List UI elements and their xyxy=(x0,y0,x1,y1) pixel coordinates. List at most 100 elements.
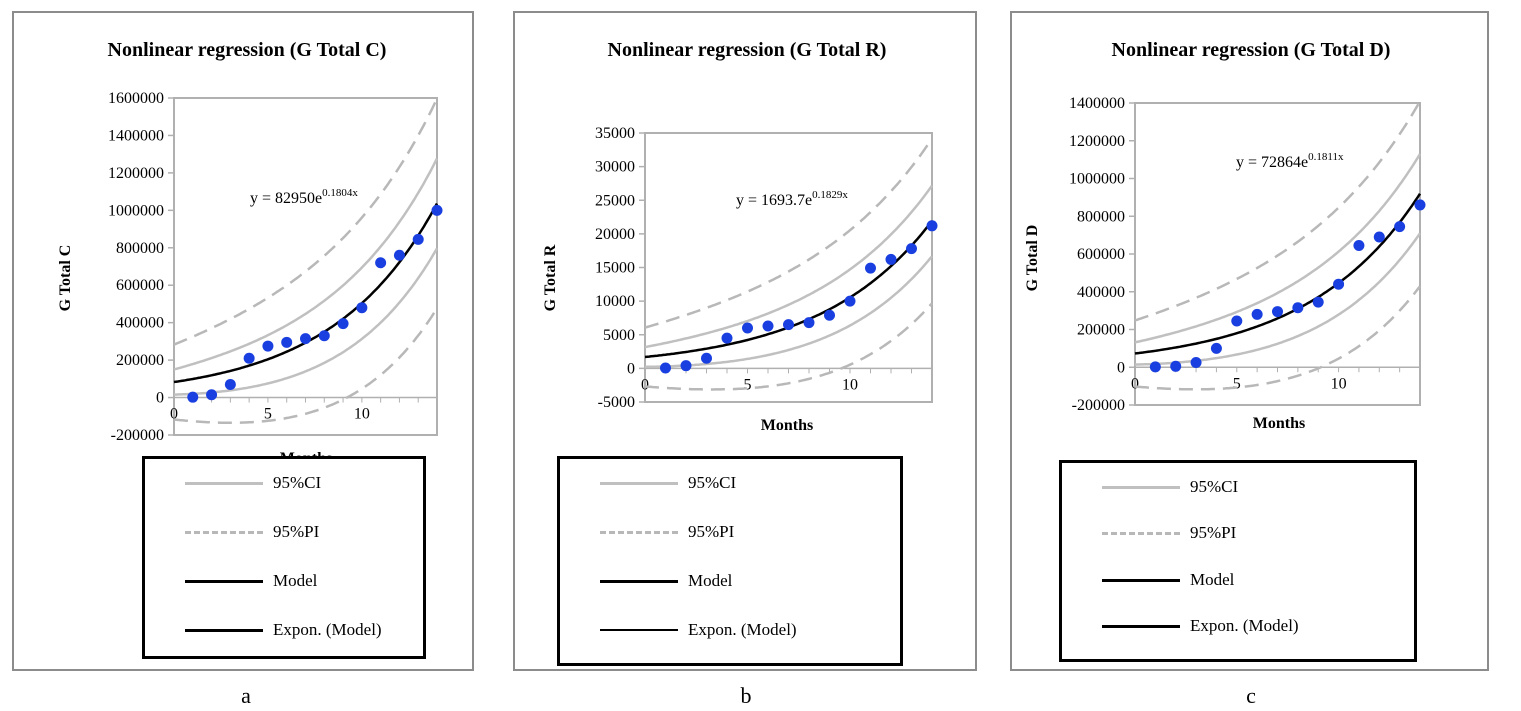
legend-item-ci: 95%CI xyxy=(145,471,423,495)
y-tick-label: 600000 xyxy=(1077,246,1125,263)
y-tick-label: 1200000 xyxy=(108,165,164,182)
chart-title: Nonlinear regression (G Total C) xyxy=(108,39,387,61)
x-axis-label: Months xyxy=(1253,415,1305,432)
data-point xyxy=(412,233,424,245)
data-point xyxy=(300,333,311,345)
data-point xyxy=(1292,302,1304,314)
y-tick-label: 0 xyxy=(1117,359,1125,376)
data-point xyxy=(1333,278,1345,290)
equation-base: y = 82950e xyxy=(250,190,322,207)
pi-upper-line xyxy=(173,98,439,346)
data-point xyxy=(262,340,274,352)
caption-b: b xyxy=(740,683,752,708)
y-tick-label: 1600000 xyxy=(108,90,164,107)
data-point xyxy=(742,322,753,334)
y-tick-label: 35000 xyxy=(595,125,635,142)
data-point xyxy=(906,243,917,255)
ci-upper-line xyxy=(1134,153,1422,344)
y-tick-label: 25000 xyxy=(595,192,635,209)
y-tick-label: 0 xyxy=(156,390,164,407)
data-point xyxy=(1414,199,1426,211)
legend-expon-label: Expon. (Model) xyxy=(1190,616,1299,635)
data-point xyxy=(337,318,349,330)
legend-item-ci: 95%CI xyxy=(560,471,900,495)
legend-ci-label: 95%CI xyxy=(273,473,322,492)
x-tick-label: 5 xyxy=(1233,375,1241,392)
y-tick-label: 200000 xyxy=(116,352,164,369)
legend-ci-line xyxy=(185,482,263,485)
y-tick-label: -5000 xyxy=(598,394,635,411)
data-point xyxy=(762,320,774,332)
legend-b: 95%CI 95%PI Model Expon. (Model) xyxy=(557,456,903,666)
x-tick-label: 5 xyxy=(744,376,752,393)
legend-item-expon: Expon. (Model) xyxy=(560,618,900,642)
data-point xyxy=(926,220,938,232)
legend-item-model: Model xyxy=(1062,568,1414,592)
legend-expon-line xyxy=(185,629,263,632)
equation-exponent: 0.1811x xyxy=(1308,151,1344,163)
y-tick-label: 200000 xyxy=(1077,322,1125,339)
equation-base: y = 1693.7e xyxy=(736,192,812,209)
data-point xyxy=(1353,240,1365,252)
y-tick-label: 10000 xyxy=(595,293,635,310)
legend-pi-label: 95%PI xyxy=(688,522,735,541)
legend-ci-line xyxy=(1102,486,1180,489)
legend-item-pi: 95%PI xyxy=(1062,521,1414,545)
equation-exponent: 0.1829x xyxy=(812,189,848,201)
legend-item-pi: 95%PI xyxy=(145,520,423,544)
ci-upper-line xyxy=(173,157,439,371)
legend-pi-line xyxy=(1102,532,1180,535)
y-axis-label: G Total C xyxy=(57,245,74,312)
legend-item-model: Model xyxy=(560,569,900,593)
data-point xyxy=(243,352,255,364)
data-point xyxy=(281,336,293,348)
ci-upper-line xyxy=(644,184,934,349)
legend-expon-line xyxy=(1102,625,1180,628)
y-tick-label: 400000 xyxy=(116,315,164,332)
x-axis-label: Months xyxy=(761,417,813,434)
y-tick-label: 1400000 xyxy=(108,127,164,144)
chart-title: Nonlinear regression (G Total R) xyxy=(608,39,887,61)
chart-panel-a: Nonlinear regression (G Total C) -200000 0… xyxy=(12,11,474,671)
y-axis-label: G Total R xyxy=(542,244,559,311)
chart-title: Nonlinear regression (G Total D) xyxy=(1112,39,1391,61)
legend-ci-line xyxy=(600,482,678,485)
plot-area xyxy=(1134,102,1421,406)
legend-item-expon: Expon. (Model) xyxy=(145,618,423,642)
data-point xyxy=(206,389,218,401)
data-point xyxy=(660,362,671,374)
data-point xyxy=(318,330,330,342)
equation-base: y = 72864e xyxy=(1236,154,1308,171)
data-point xyxy=(783,319,794,331)
data-point xyxy=(1394,221,1406,233)
y-tick-label: 30000 xyxy=(595,159,635,176)
pi-lower-line xyxy=(1134,285,1421,391)
pi-lower-line xyxy=(173,307,439,425)
y-tick-label: 0 xyxy=(627,360,635,377)
legend-ci-label: 95%CI xyxy=(1190,477,1239,496)
data-point xyxy=(1312,296,1324,308)
y-tick-label: 1200000 xyxy=(1069,133,1125,150)
legend-expon-label: Expon. (Model) xyxy=(273,620,382,639)
ci-lower-line xyxy=(174,247,439,396)
plot-area xyxy=(173,97,438,436)
data-point xyxy=(1210,342,1222,354)
model-line xyxy=(1134,193,1422,355)
x-tick-label: 0 xyxy=(170,406,178,423)
model-line xyxy=(173,202,439,384)
data-point xyxy=(1170,360,1182,372)
chart-panel-b: Nonlinear regression (G Total R) -5000 0 5 0… xyxy=(513,11,977,671)
data-point xyxy=(701,352,712,364)
legend-expon-line xyxy=(600,629,678,631)
data-point xyxy=(224,378,236,390)
y-axis-label: G Total D xyxy=(1024,225,1041,292)
legend-expon-label: Expon. (Model) xyxy=(688,620,797,639)
legend-c: 95%CI 95%PI Model Expon. (Model) xyxy=(1059,460,1417,662)
legend-ci-label: 95%CI xyxy=(688,473,737,492)
trendline-equation: y = 82950e0.1804x xyxy=(250,187,358,207)
x-tick-label: 0 xyxy=(641,376,649,393)
y-tick-label: 400000 xyxy=(1077,284,1125,301)
data-point xyxy=(844,295,856,307)
y-tick-label: 1000000 xyxy=(108,202,164,219)
legend-pi-line xyxy=(600,531,678,534)
